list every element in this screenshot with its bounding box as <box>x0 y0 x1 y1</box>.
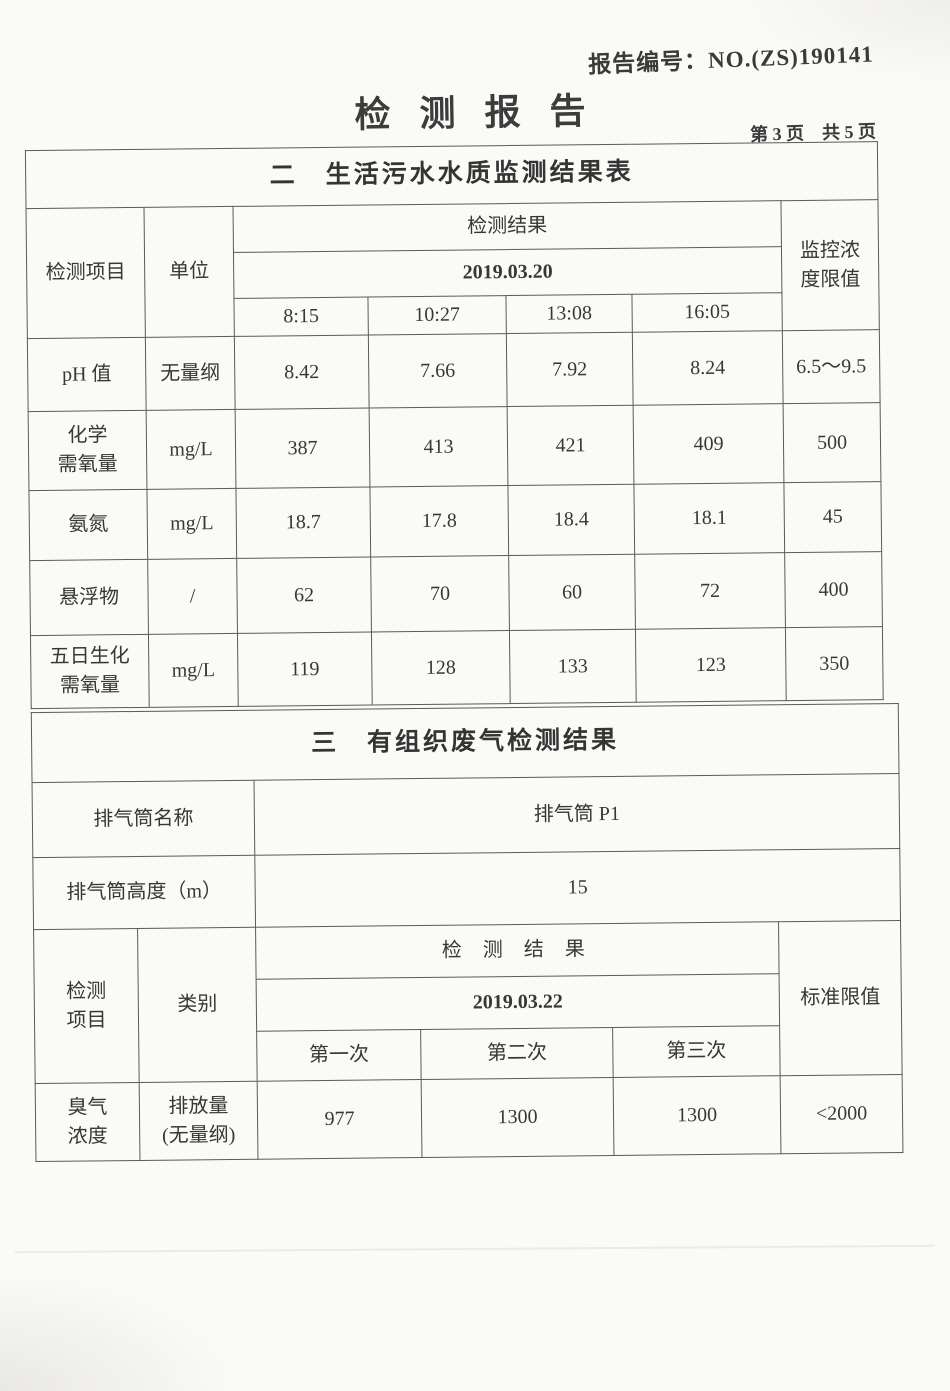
row-value: 18.7 <box>235 487 371 559</box>
row-item-label: 五日生化 需氧量 <box>30 634 150 709</box>
stack-height-value: 15 <box>254 848 901 928</box>
run-header: 第二次 <box>420 1027 614 1080</box>
row-value: 8.24 <box>632 330 784 406</box>
waste-gas-results-table: 三 有组织废气检测结果 排气筒名称 排气筒 P1 排气筒高度（m） 15 检测 … <box>31 703 904 1162</box>
row-value: 133 <box>509 629 637 704</box>
column-header-item: 检测 项目 <box>33 928 140 1084</box>
row-unit: mg/L <box>146 409 236 490</box>
table-row: 二 生活污水水质监测结果表 <box>25 141 878 209</box>
row-value: 977 <box>257 1079 422 1160</box>
row-limit: 500 <box>783 402 881 483</box>
column-header-result: 检 测 结 果 <box>255 921 780 980</box>
row-value: 409 <box>633 403 784 485</box>
row-limit: 350 <box>785 626 884 701</box>
run-header: 第一次 <box>256 1029 422 1082</box>
row-value: 128 <box>371 630 511 705</box>
row-value: 123 <box>635 627 787 703</box>
row-limit: 400 <box>784 551 883 628</box>
column-header-limit: 监控浓 度限值 <box>780 199 880 331</box>
scan-artifact-line <box>15 1244 935 1254</box>
sample-time: 10:27 <box>367 295 507 336</box>
section-title-sewage: 二 生活污水水质监测结果表 <box>25 141 878 209</box>
row-value: 70 <box>370 555 510 633</box>
table-row: 五日生化 需氧量 mg/L 119 128 133 123 350 <box>30 626 884 709</box>
row-value: 387 <box>235 408 370 489</box>
row-value: 60 <box>508 554 636 631</box>
row-value: 18.4 <box>507 484 635 556</box>
stack-name-label: 排气筒名称 <box>32 780 255 858</box>
row-item-label: 化学 需氧量 <box>28 410 147 491</box>
table-row: 臭气 浓度 排放量 (无量纲) 977 1300 1300 <2000 <box>35 1074 903 1162</box>
row-limit: 6.5～9.5 <box>782 329 881 404</box>
row-value: 119 <box>237 632 373 707</box>
sample-date: 2019.03.22 <box>256 973 780 1032</box>
run-header: 第三次 <box>612 1025 781 1078</box>
table-row: 三 有组织废气检测结果 <box>31 703 899 783</box>
row-value: 1300 <box>613 1075 781 1156</box>
report-number: 报告编号：NO.(ZS)190141 <box>588 41 875 78</box>
row-unit: / <box>147 558 238 635</box>
table-row: 化学 需氧量 mg/L 387 413 421 409 500 <box>28 402 881 491</box>
row-value: 17.8 <box>369 485 509 558</box>
row-unit: mg/L <box>146 488 237 560</box>
column-header-category: 类别 <box>137 927 258 1083</box>
row-value: 18.1 <box>633 482 785 555</box>
table-row: 氨氮 mg/L 18.7 17.8 18.4 18.1 45 <box>28 481 882 561</box>
row-value: 1300 <box>421 1077 614 1158</box>
table-row: 排气筒名称 排气筒 P1 <box>32 773 900 858</box>
column-header-result: 检测结果 <box>232 200 782 253</box>
row-item-label: 悬浮物 <box>29 559 149 636</box>
row-limit: 45 <box>783 481 882 553</box>
row-unit: mg/L <box>148 633 239 708</box>
sample-time: 16:05 <box>631 292 783 333</box>
sample-date: 2019.03.20 <box>233 246 782 299</box>
table-row: pH 值 无量纲 8.42 7.66 7.92 8.24 6.5～9.5 <box>27 329 881 412</box>
column-header-limit: 标准限值 <box>778 920 903 1076</box>
row-item-label: 臭气 浓度 <box>35 1082 140 1162</box>
row-value: 421 <box>507 405 634 486</box>
row-item-label: pH 值 <box>27 337 147 412</box>
sample-time: 8:15 <box>233 297 369 337</box>
column-header-unit: 单位 <box>144 206 235 338</box>
section-title-waste-gas: 三 有组织废气检测结果 <box>31 703 899 783</box>
row-item-label: 氨氮 <box>28 489 148 561</box>
stack-name-value: 排气筒 P1 <box>254 773 900 856</box>
column-header-item: 检测项目 <box>26 207 146 339</box>
stack-height-label: 排气筒高度（m） <box>32 855 256 930</box>
row-unit: 无量纲 <box>145 336 236 411</box>
row-value: 8.42 <box>234 335 370 410</box>
row-limit: <2000 <box>780 1074 903 1154</box>
row-value: 7.92 <box>506 332 634 407</box>
document-body: 二 生活污水水质监测结果表 检测项目 单位 检测结果 监控浓 度限值 2019.… <box>25 141 904 1162</box>
table-row: 悬浮物 / 62 70 60 72 400 <box>29 551 883 636</box>
row-value: 72 <box>634 552 786 630</box>
table-row: 排气筒高度（m） 15 <box>32 848 901 930</box>
sewage-results-table: 二 生活污水水质监测结果表 检测项目 单位 检测结果 监控浓 度限值 2019.… <box>25 141 884 709</box>
sample-time: 13:08 <box>505 294 633 334</box>
row-value: 413 <box>369 406 508 488</box>
row-value: 7.66 <box>368 333 508 409</box>
table-row: 检测 项目 类别 检 测 结 果 标准限值 <box>33 920 903 1084</box>
row-category: 排放量 (无量纲) <box>139 1081 258 1161</box>
row-value: 62 <box>236 557 372 634</box>
